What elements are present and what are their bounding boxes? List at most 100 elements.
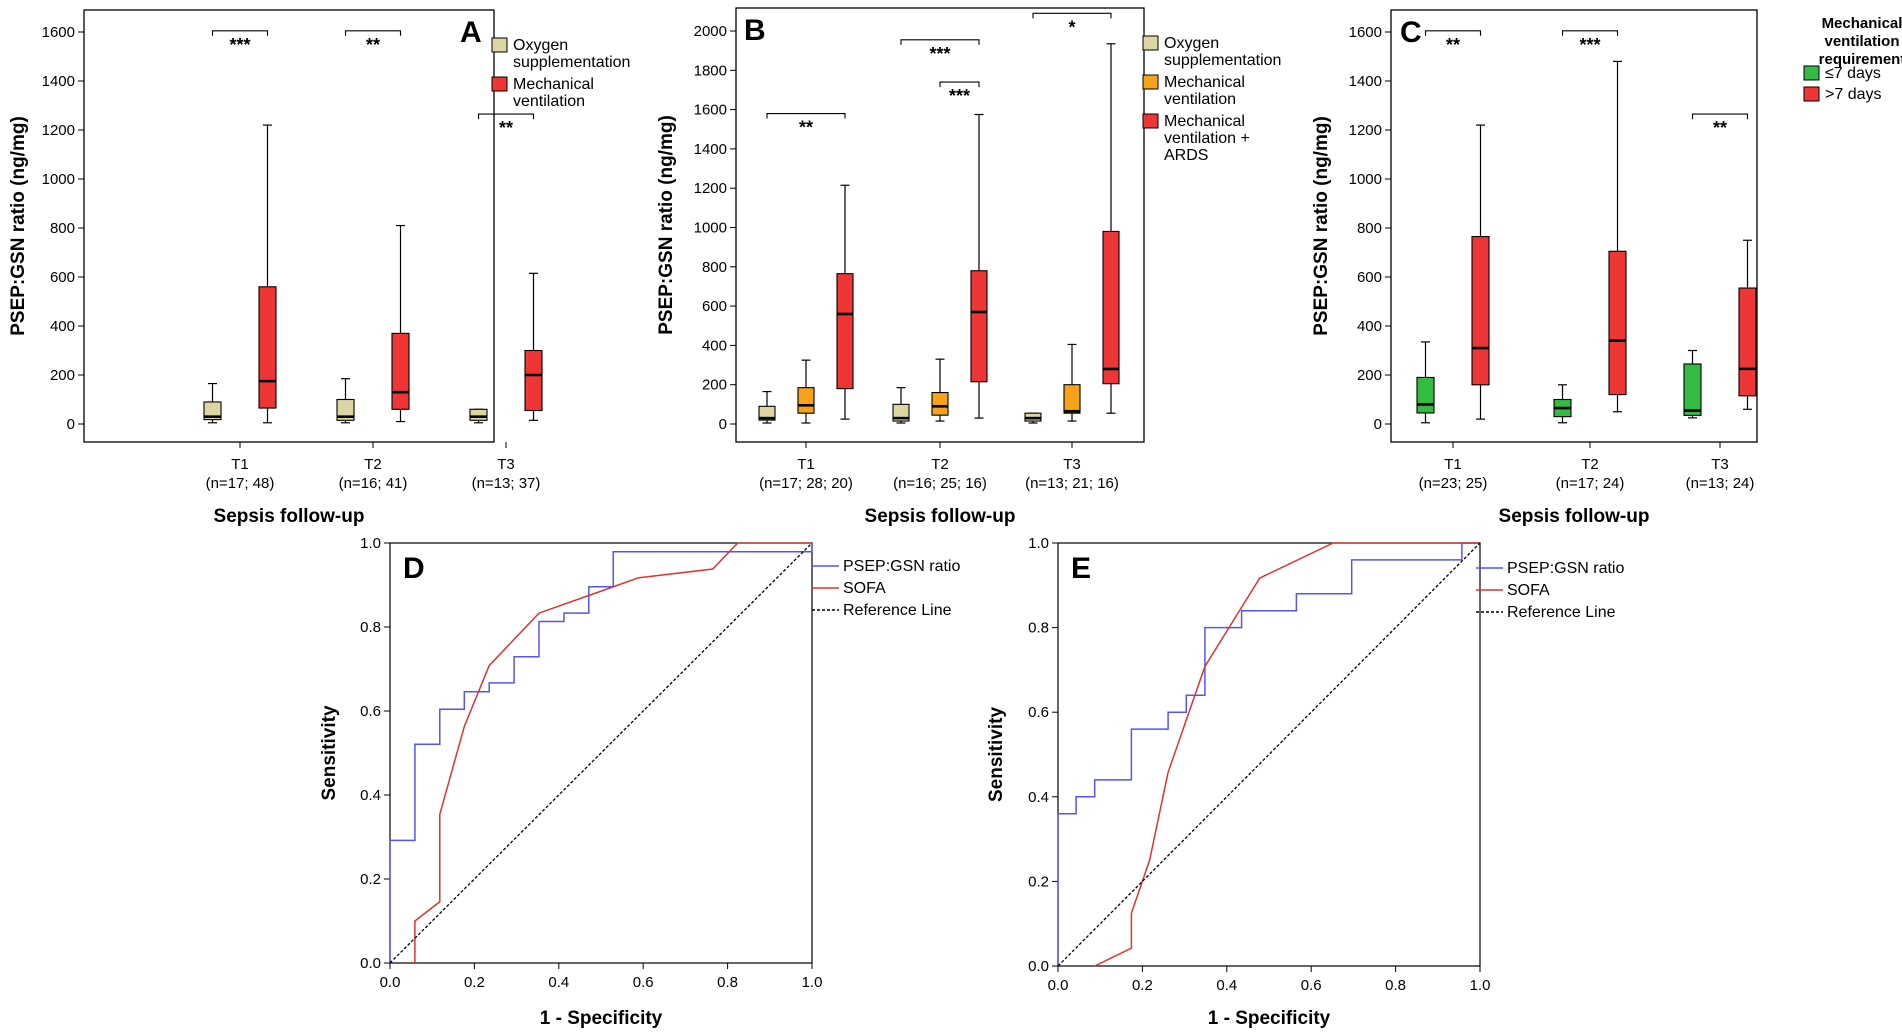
y-axis-title: Sensitivity (986, 707, 1007, 802)
legend-label: ventilation (513, 93, 585, 110)
x-tick-label: 0.6 (1301, 977, 1322, 994)
box-iqr (1416, 376, 1435, 414)
panel-label: E (1071, 552, 1091, 585)
y-tick-label: 0 (67, 416, 75, 433)
box-t1-series-2 (836, 184, 854, 420)
box-t2-series-0 (1553, 384, 1572, 424)
box-t3-series-1 (1063, 343, 1081, 422)
significance-bracket: *** (211, 30, 269, 55)
panel-label: D (403, 552, 425, 585)
x-tick-label: 0.8 (717, 974, 738, 991)
roc-curve-psep-gsn-ratio (1057, 542, 1480, 966)
significance-bracket: ** (477, 113, 535, 138)
x-tick-label: 1.0 (802, 974, 823, 991)
box-t2-series-0 (336, 378, 355, 424)
y-tick-label: 200 (1357, 367, 1382, 384)
x-tick-label: 0.0 (380, 974, 401, 991)
x-tick-sample-size: (n=13; 24) (1686, 475, 1755, 492)
box-t2-series-0 (892, 387, 910, 424)
x-tick-label: T1 (231, 456, 249, 473)
box-iqr (970, 270, 988, 383)
y-tick-label: 1.0 (1028, 535, 1049, 552)
panel-label: C (1400, 16, 1422, 49)
legend-label: ventilation + (1164, 130, 1250, 147)
y-tick-label: 1000 (1349, 171, 1382, 188)
box-t1-series-0 (203, 382, 222, 424)
legend: PSEP:GSN ratio SOFA Reference Line (1476, 560, 1624, 621)
legend-label: supplementation (1164, 52, 1281, 69)
y-tick-label: 0.6 (360, 703, 381, 720)
box-t3-series-1 (1738, 239, 1757, 410)
x-tick-sample-size: (n=16; 41) (339, 475, 408, 492)
y-tick-label: 1400 (1349, 73, 1382, 90)
x-axis-title: 1 - Specificity (1208, 1008, 1331, 1029)
x-tick-label: 0.6 (633, 974, 654, 991)
y-tick-label: 1400 (694, 141, 727, 158)
significance-stars: ** (1713, 118, 1727, 138)
x-tick-sample-size: (n=13; 37) (472, 475, 541, 492)
y-tick-label: 0.2 (1028, 873, 1049, 890)
y-tick-label: 400 (50, 318, 75, 335)
y-axis-title: Sensitivity (319, 705, 340, 800)
box-iqr (758, 405, 776, 421)
y-tick-label: 400 (702, 337, 727, 354)
legend-swatch (491, 76, 508, 92)
legend-swatch (1142, 113, 1159, 129)
legend: PSEP:GSN ratio SOFA Reference Line (812, 558, 960, 619)
y-tick-label: 1.0 (360, 535, 381, 552)
legend-label: Mechanical (513, 76, 594, 93)
x-tick-label: T1 (1444, 456, 1462, 473)
y-tick-label: 800 (702, 259, 727, 276)
panel-label: A (460, 16, 482, 49)
significance-bracket: ** (1691, 113, 1749, 138)
legend-swatch (1803, 86, 1820, 102)
legend-label: SOFA (1507, 582, 1550, 599)
y-axis-title: PSEP:GSN ratio (ng/mg) (8, 116, 29, 336)
y-tick-label: 0.0 (360, 955, 381, 972)
box-t2-series-1 (391, 224, 410, 423)
x-tick-label: T1 (797, 456, 815, 473)
legend-swatch (1142, 35, 1159, 51)
x-axis-title: Sepsis follow-up (1499, 506, 1650, 527)
y-tick-label: 0.0 (1028, 958, 1049, 975)
y-tick-label: 1000 (42, 171, 75, 188)
box-t1-series-1 (258, 124, 277, 424)
x-tick-label: 0.0 (1048, 977, 1069, 994)
legend-label: Reference Line (843, 602, 952, 619)
x-tick-sample-size: (n=16; 25; 16) (893, 475, 987, 492)
box-t3-series-0 (1024, 412, 1042, 424)
x-tick-label: T3 (497, 456, 515, 473)
box-iqr (797, 387, 815, 414)
y-tick-label: 1200 (694, 180, 727, 197)
y-axis-title: PSEP:GSN ratio (ng/mg) (656, 115, 677, 335)
legend-label: SOFA (843, 580, 886, 597)
box-t3-series-0 (1683, 349, 1702, 419)
box-iqr (469, 408, 488, 421)
legend-label: ventilation (1164, 91, 1236, 108)
y-tick-label: 0.2 (360, 871, 381, 888)
significance-stars: ** (799, 118, 813, 138)
bracket-line (1561, 30, 1619, 36)
box-t1-series-0 (758, 390, 776, 424)
panel-label: B (744, 14, 766, 47)
significance-stars: *** (229, 35, 250, 55)
legend-label: Oxygen (513, 37, 568, 54)
legend-swatch (491, 37, 508, 53)
y-tick-label: 0.8 (360, 619, 381, 636)
significance-stars: *** (1579, 35, 1600, 55)
legend-item: PSEP:GSN ratio (1476, 560, 1624, 577)
x-tick-label: T3 (1063, 456, 1081, 473)
y-tick-label: 200 (50, 367, 75, 384)
y-tick-label: 800 (1357, 220, 1382, 237)
plot-frame (83, 9, 495, 443)
box-iqr (1738, 287, 1757, 397)
significance-stars: * (1068, 17, 1075, 37)
significance-stars: ** (366, 35, 380, 55)
plot-frame (1057, 542, 1481, 967)
legend-title-line: ventilation (1824, 33, 1899, 50)
box-t3-series-2 (1102, 43, 1120, 414)
bracket-line (766, 112, 846, 119)
